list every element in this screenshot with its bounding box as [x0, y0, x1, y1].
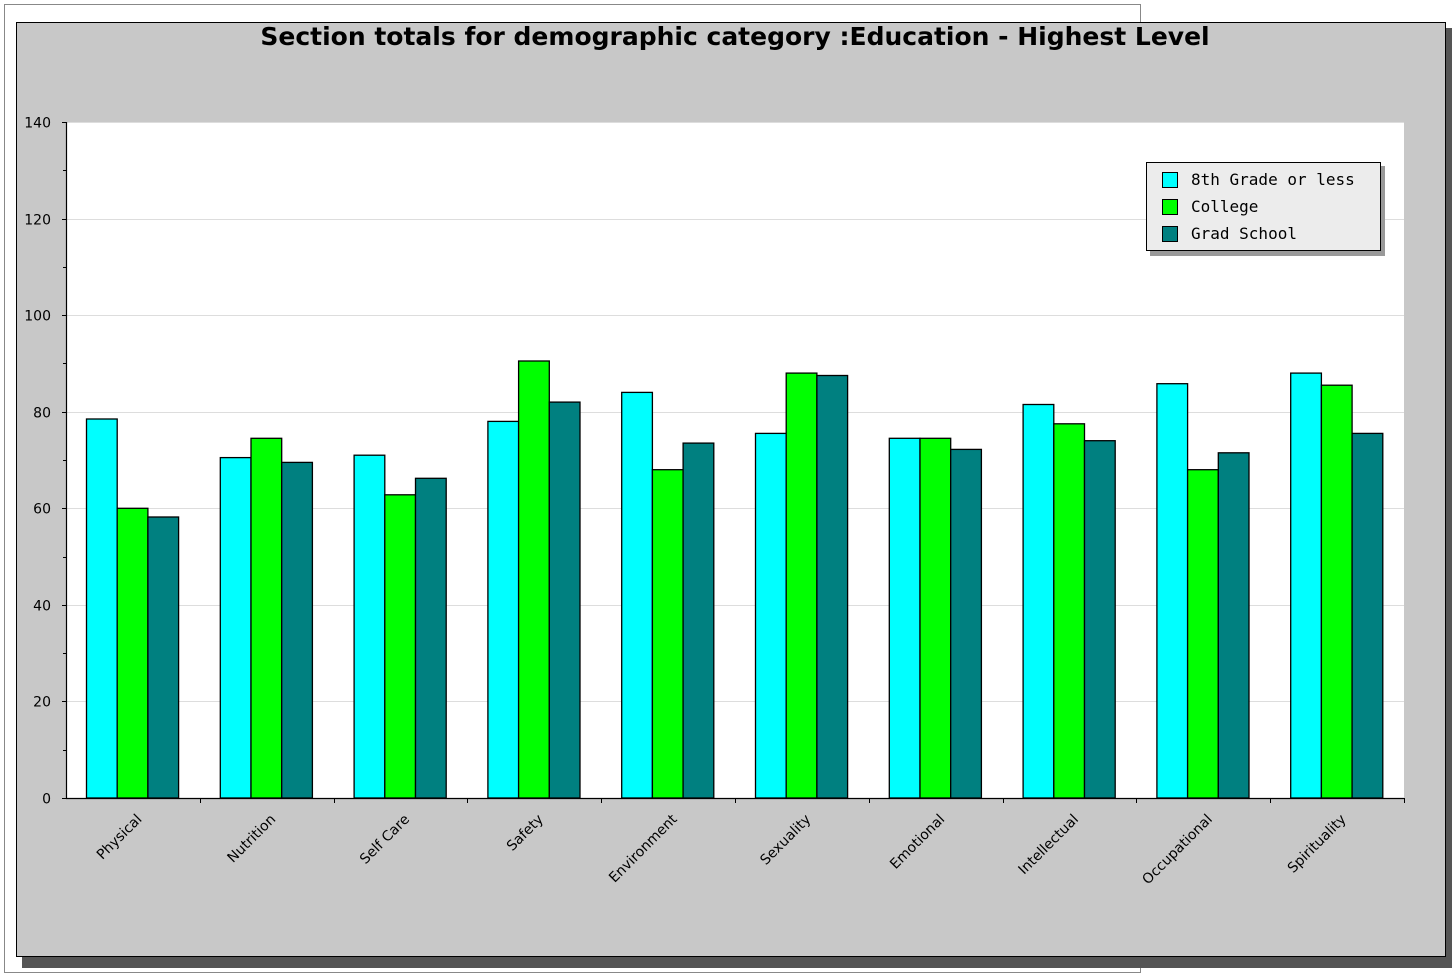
bar — [888, 437, 921, 799]
bar — [682, 442, 715, 799]
y-tick-label: 120 — [24, 213, 51, 229]
bar — [85, 418, 118, 799]
bar — [950, 448, 983, 799]
bar — [1186, 469, 1219, 799]
y-tick-label: 60 — [33, 502, 51, 518]
y-tick-labels: 0 20 40 60 80 100 120 140 — [24, 116, 51, 808]
y-tick-label: 0 — [42, 792, 51, 808]
bar — [1083, 440, 1116, 799]
bar — [1320, 384, 1353, 799]
legend-label: College — [1191, 197, 1258, 216]
legend-swatch — [1162, 172, 1178, 188]
legend-items: 8th Grade or less College Grad School — [1162, 170, 1355, 243]
bar — [1217, 452, 1250, 799]
legend-label: Grad School — [1191, 224, 1297, 243]
legend: 8th Grade or less College Grad School — [1146, 162, 1385, 256]
bar — [116, 507, 149, 799]
chart-title: Section totals for demographic category … — [260, 22, 1209, 51]
legend-label: 8th Grade or less — [1191, 170, 1355, 189]
bar — [785, 372, 818, 799]
legend-swatch — [1162, 199, 1178, 215]
y-tick-label: 40 — [33, 599, 51, 615]
y-tick-label: 140 — [24, 116, 51, 132]
bar — [1156, 383, 1189, 799]
bar — [250, 437, 283, 799]
bar — [487, 420, 520, 799]
bar — [219, 456, 252, 799]
bar — [1022, 403, 1055, 799]
axes — [62, 122, 1405, 803]
bar — [754, 432, 787, 799]
bars — [85, 360, 1384, 799]
bar — [919, 437, 952, 799]
bar — [353, 454, 386, 799]
bar — [384, 494, 417, 799]
bar — [651, 469, 684, 799]
y-tick-label: 100 — [24, 309, 51, 325]
y-tick-label: 20 — [33, 695, 51, 711]
bar — [281, 461, 314, 799]
bar — [1290, 372, 1323, 799]
bar — [816, 374, 849, 799]
legend-box — [1146, 162, 1381, 251]
bar — [147, 516, 180, 799]
bar — [414, 477, 447, 799]
legend-swatch — [1162, 226, 1178, 242]
bar — [621, 391, 654, 799]
bar — [548, 401, 581, 799]
bar — [1053, 423, 1086, 799]
bar — [517, 360, 550, 799]
bar — [1351, 432, 1384, 799]
y-tick-label: 80 — [33, 406, 51, 422]
